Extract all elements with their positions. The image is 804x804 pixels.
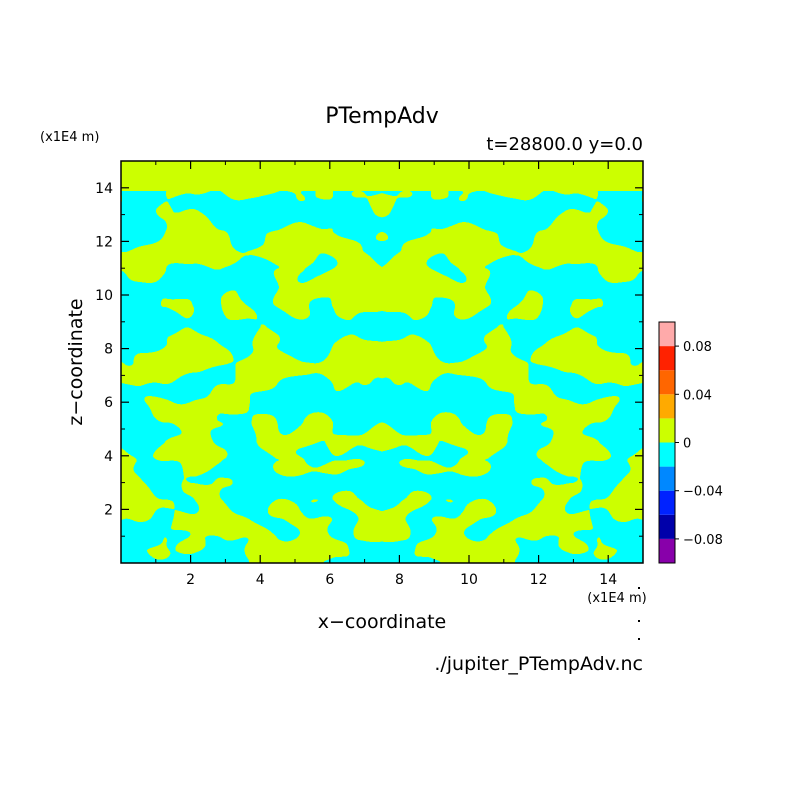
x-tick-label: 8 bbox=[395, 572, 404, 588]
x-tick-label: 10 bbox=[460, 572, 478, 588]
colorbar-segment bbox=[659, 418, 675, 443]
y-axis-label: z−coordinate bbox=[65, 298, 87, 425]
y-tick-label: 6 bbox=[104, 395, 113, 411]
plot-area bbox=[121, 161, 643, 563]
y-tick-label: 10 bbox=[95, 288, 113, 304]
x-tick-label: 6 bbox=[325, 572, 334, 588]
colorbar-segment bbox=[659, 466, 675, 491]
colorbar-segment bbox=[659, 394, 675, 419]
x-tick-label: 2 bbox=[186, 572, 195, 588]
colorbar-segment bbox=[659, 514, 675, 539]
x-axis-ticks: 2 4 6 8 10 12 14 bbox=[155, 161, 617, 588]
y-unit-label: (x1E4 m) bbox=[40, 130, 99, 145]
colorbar-tick-label: −0.04 bbox=[683, 485, 723, 500]
positive-region bbox=[121, 161, 382, 563]
colorbar-segment bbox=[659, 322, 675, 347]
chart-subtitle: t=28800.0 y=0.0 bbox=[486, 134, 643, 155]
colorbar-tick-label: −0.08 bbox=[683, 533, 723, 548]
x-axis-label: x−coordinate bbox=[318, 611, 447, 633]
source-file-label: ./jupiter_PTempAdv.nc bbox=[434, 653, 643, 675]
x-tick-label: 12 bbox=[530, 572, 548, 588]
positive-region-mirror bbox=[382, 161, 643, 563]
colorbar-tick-label: 0.08 bbox=[683, 340, 712, 355]
colorbar-ticks: 0.08 0.04 0 −0.04 −0.08 bbox=[675, 340, 723, 548]
x-unit-label: (x1E4 m) bbox=[587, 591, 646, 606]
chart-title: PTempAdv bbox=[325, 104, 439, 129]
y-tick-label: 2 bbox=[104, 502, 113, 518]
positive-band-top bbox=[121, 161, 643, 191]
plot-frame bbox=[120, 160, 644, 564]
colorbar-segment bbox=[659, 370, 675, 395]
colorbar-segment bbox=[659, 490, 675, 515]
colorbar-segment bbox=[659, 346, 675, 371]
colorbar-segment bbox=[659, 442, 675, 467]
y-tick-label: 4 bbox=[104, 449, 113, 465]
y-tick-label: 12 bbox=[95, 234, 113, 250]
unit-marks bbox=[638, 587, 640, 640]
x-tick-label: 14 bbox=[599, 572, 617, 588]
y-axis-ticks: 2 4 6 8 10 12 14 bbox=[95, 181, 643, 537]
colorbar-segment bbox=[659, 538, 675, 563]
x-tick-label: 4 bbox=[256, 572, 265, 588]
y-tick-label: 8 bbox=[104, 342, 113, 358]
y-tick-label: 14 bbox=[95, 181, 113, 197]
colorbar-tick-label: 0.04 bbox=[683, 388, 712, 403]
colorbar-tick-label: 0 bbox=[683, 437, 691, 452]
colorbar bbox=[658, 321, 676, 564]
